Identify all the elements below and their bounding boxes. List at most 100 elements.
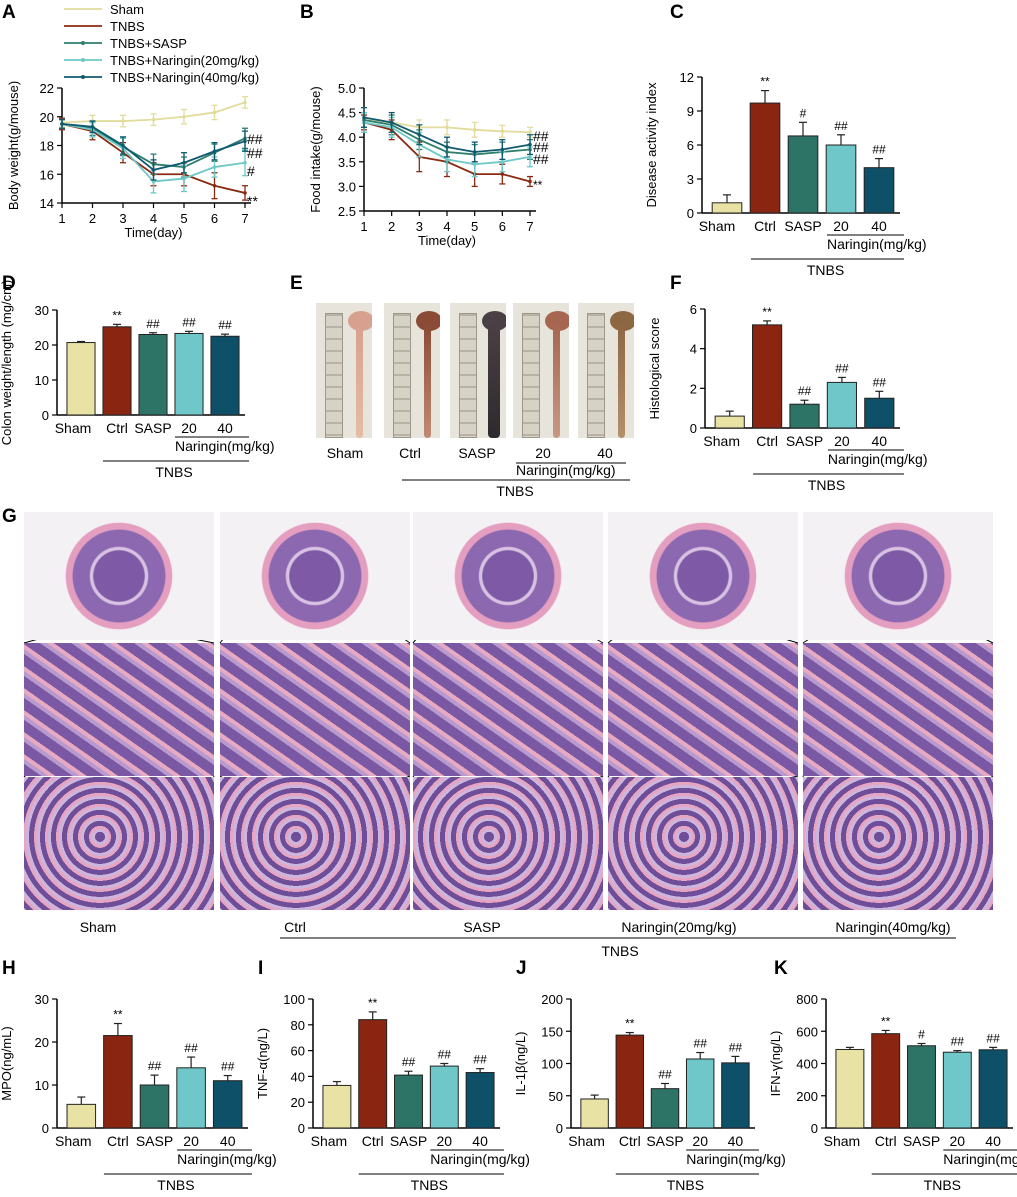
panel-letter-g: G bbox=[2, 506, 17, 527]
colon-photo bbox=[513, 303, 569, 438]
chart-f-tnbs-label: TNBS bbox=[808, 477, 845, 493]
chart-i-category-label: Sham bbox=[311, 1133, 348, 1149]
colon-photo bbox=[578, 303, 634, 438]
chart-i-y-tick-label: 80 bbox=[291, 1018, 305, 1033]
panel-letter-f: F bbox=[670, 273, 682, 294]
colon-tissue-image bbox=[424, 323, 431, 438]
panel-letter-a: A bbox=[2, 2, 16, 23]
chart-h-category-label: SASP bbox=[136, 1133, 173, 1149]
chart-b-y-tick-label: 4.0 bbox=[338, 130, 356, 145]
chart-a-x-tick-label: 6 bbox=[211, 211, 218, 226]
chart-j-category-label: 40 bbox=[728, 1133, 744, 1149]
chart-k-bar bbox=[942, 1051, 972, 1129]
chart-f-category-label: 20 bbox=[834, 433, 850, 449]
chart-a-y-tick-label: 22 bbox=[40, 81, 54, 96]
chart-d-y-tick-label: 0 bbox=[42, 408, 49, 423]
legend-entry: TNBS bbox=[110, 19, 145, 34]
colon-tissue-image bbox=[553, 323, 560, 438]
chart-a-significance: ## bbox=[247, 131, 263, 147]
histology-image bbox=[803, 512, 993, 640]
chart-f-y-label: Histological score bbox=[647, 318, 662, 420]
chart-b-x-tick-label: 5 bbox=[471, 219, 478, 234]
chart-b-y-tick-label: 5.0 bbox=[338, 81, 356, 96]
chart-f-bar bbox=[789, 403, 820, 429]
histology-label: Naringin(20mg/kg) bbox=[621, 919, 736, 935]
chart-b-y-tick-label: 3.0 bbox=[338, 179, 356, 194]
histology-label: Ctrl bbox=[284, 919, 306, 935]
chart-k-y-tick-label: 400 bbox=[796, 1057, 818, 1072]
histology-image bbox=[24, 512, 214, 640]
chart-h-bar bbox=[212, 1080, 243, 1129]
panel-e-tnbs-label: TNBS bbox=[496, 483, 533, 499]
chart-k-category-label: Ctrl bbox=[875, 1133, 897, 1149]
chart-k-y-label: IFN-γ(ng/L) bbox=[768, 1031, 783, 1097]
chart-k-category-label: Sham bbox=[824, 1133, 861, 1149]
chart-b-y-tick-label: 2.5 bbox=[338, 204, 356, 219]
chart-b-x-label: Time(day) bbox=[418, 233, 476, 248]
panel-letter-e: E bbox=[290, 273, 303, 294]
chart-f-bar bbox=[826, 381, 857, 429]
chart-i-bar bbox=[322, 1084, 352, 1129]
colon-tissue-image bbox=[416, 311, 440, 331]
chart-d-naringin-label: Naringin(mg/kg) bbox=[175, 438, 275, 454]
chart-j-bar bbox=[650, 1088, 680, 1129]
chart-j-y-tick-label: 50 bbox=[549, 1089, 563, 1104]
chart-h-y-tick-label: 10 bbox=[35, 1078, 49, 1093]
chart-f-category-label: 40 bbox=[872, 433, 888, 449]
chart-d-significance: ## bbox=[218, 318, 232, 332]
photo-label: Ctrl bbox=[399, 445, 421, 461]
chart-a-significance: ## bbox=[247, 145, 263, 161]
chart-d-bar bbox=[102, 326, 132, 416]
chart-b-series-line bbox=[363, 116, 531, 153]
chart-k-y-tick-label: 800 bbox=[796, 992, 818, 1007]
chart-k-naringin-label: Naringin(mg/kg) bbox=[943, 1151, 1017, 1167]
chart-b-y-label: Food intake(g/mouse) bbox=[308, 86, 323, 212]
chart-d-significance: ## bbox=[146, 317, 160, 331]
chart-k-y-tick-label: 200 bbox=[796, 1089, 818, 1104]
chart-j-category-label: Sham bbox=[568, 1133, 605, 1149]
chart-i-y-label: TNF-α(ng/L) bbox=[255, 1028, 270, 1099]
chart-h-category-label: Sham bbox=[55, 1133, 92, 1149]
chart-c-category-label: SASP bbox=[784, 218, 821, 234]
chart-i-significance: ## bbox=[473, 1053, 487, 1067]
chart-b-x-tick-label: 1 bbox=[360, 219, 367, 234]
histology-image bbox=[220, 512, 410, 640]
chart-a-x-tick-label: 2 bbox=[89, 211, 96, 226]
chart-a-x-tick-label: 3 bbox=[119, 211, 126, 226]
chart-c-naringin-label: Naringin(mg/kg) bbox=[827, 236, 927, 252]
chart-d-tnbs-label: TNBS bbox=[155, 464, 192, 480]
panel-letter-c: C bbox=[670, 2, 684, 23]
chart-c-category-label: 40 bbox=[871, 218, 887, 234]
chart-h-bar bbox=[103, 1035, 133, 1129]
chart-j-category-label: SASP bbox=[646, 1133, 683, 1149]
chart-h-significance: ** bbox=[113, 1008, 123, 1022]
chart-f-bar bbox=[864, 397, 895, 429]
chart-j-category-label: 20 bbox=[692, 1133, 708, 1149]
chart-d-significance: ** bbox=[112, 308, 122, 322]
chart-h-bar bbox=[66, 1103, 97, 1129]
chart-f-naringin-label: Naringin(mg/kg) bbox=[828, 451, 928, 467]
chart-c-bar bbox=[711, 202, 743, 214]
chart-j-significance: ## bbox=[658, 1067, 672, 1081]
chart-b-significance: ** bbox=[533, 178, 543, 192]
chart-i-y-tick-label: 20 bbox=[291, 1095, 305, 1110]
chart-c-tnbs-label: TNBS bbox=[807, 262, 844, 278]
chart-k-category-label: 40 bbox=[985, 1133, 1001, 1149]
chart-k-category-label: SASP bbox=[903, 1133, 940, 1149]
chart-h-naringin-label: Naringin(mg/kg) bbox=[177, 1151, 277, 1167]
chart-b-y-tick-label: 4.5 bbox=[338, 106, 356, 121]
chart-d-category-label: Ctrl bbox=[106, 420, 128, 436]
panel-letter-k: K bbox=[774, 958, 788, 979]
chart-h-category-label: 40 bbox=[220, 1133, 236, 1149]
histology-image bbox=[413, 643, 603, 776]
chart-c-y-tick-label: 9 bbox=[687, 104, 694, 119]
chart-j-tnbs-label: TNBS bbox=[667, 1177, 704, 1193]
chart-j-y-tick-label: 150 bbox=[541, 1024, 563, 1039]
chart-j-bar bbox=[615, 1034, 645, 1129]
legend-marker bbox=[81, 58, 85, 62]
chart-i-category-label: 20 bbox=[437, 1133, 453, 1149]
photo-label: 40 bbox=[597, 445, 613, 461]
chart-h-tnbs-label: TNBS bbox=[157, 1177, 194, 1193]
chart-j-bar bbox=[580, 1098, 609, 1129]
